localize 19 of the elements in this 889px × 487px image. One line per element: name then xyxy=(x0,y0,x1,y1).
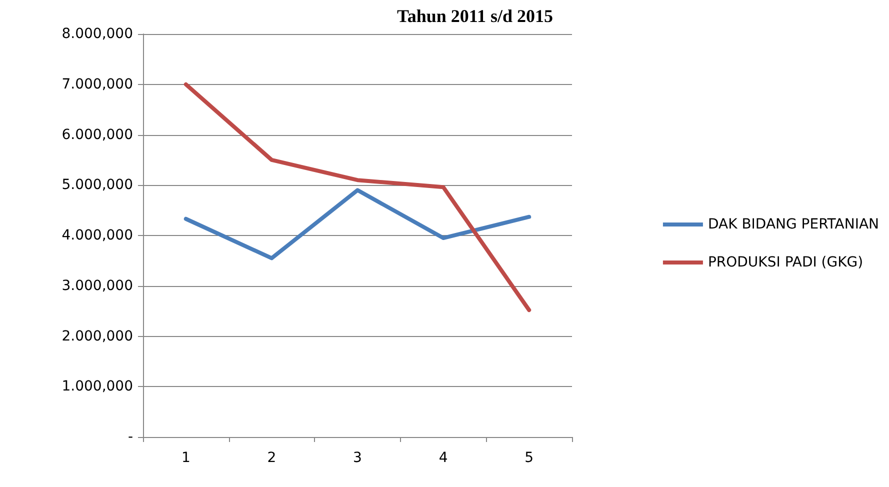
y-tick-label: 6.000,000 xyxy=(62,126,133,143)
x-tick-label: 1 xyxy=(181,450,190,466)
y-tick-label: 5.000,000 xyxy=(62,177,133,194)
line-series xyxy=(184,82,532,312)
y-tick-label: 8.000,000 xyxy=(62,26,133,42)
line-series xyxy=(184,188,532,260)
x-tick-label: 5 xyxy=(524,450,534,466)
y-tick-label: - xyxy=(128,429,133,445)
x-tick-label: 3 xyxy=(353,450,362,466)
y-tick-label: 7.000,000 xyxy=(62,76,133,92)
y-tick-label: 2.000,000 xyxy=(62,328,133,344)
chart-title: Tahun 2011 s/d 2015 xyxy=(397,6,553,26)
legend-label: DAK BIDANG PERTANIAN xyxy=(708,216,880,232)
y-tick-label: 3.000,000 xyxy=(62,278,133,294)
y-tick-label: 1.000,000 xyxy=(62,378,133,395)
x-tick-label: 4 xyxy=(438,450,448,466)
y-tick-label: 4.000,000 xyxy=(62,228,133,244)
legend-label: PRODUKSI PADI (GKG) xyxy=(708,254,864,270)
x-tick-label: 2 xyxy=(267,450,276,466)
